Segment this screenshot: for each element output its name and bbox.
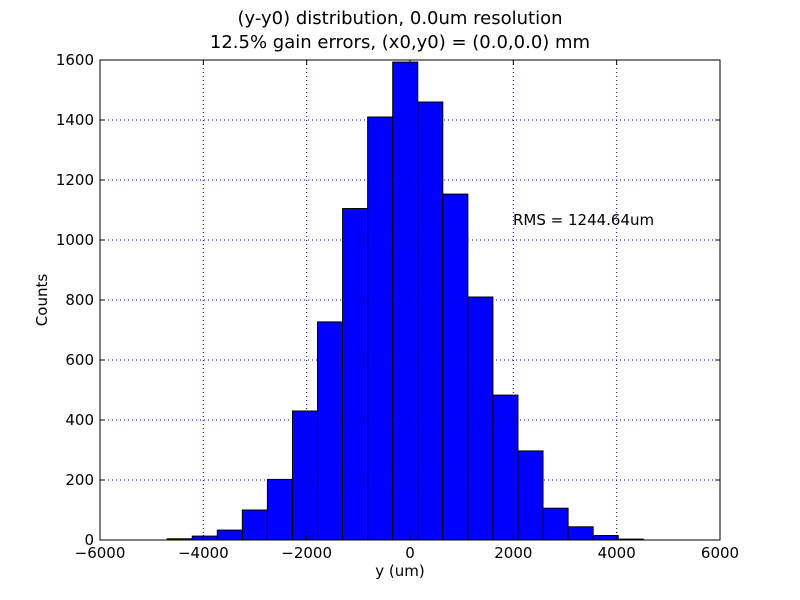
x-tick-label: −4000 xyxy=(178,544,229,562)
histogram-bar xyxy=(417,101,444,541)
x-tick-label: 2000 xyxy=(494,544,532,562)
y-tick-label: 200 xyxy=(65,471,94,489)
y-tick-label: 1600 xyxy=(56,51,94,69)
x-tick-label: 0 xyxy=(405,544,415,562)
histogram-bar xyxy=(367,116,394,541)
y-tick-label: 800 xyxy=(65,291,94,309)
histogram-bar xyxy=(291,410,319,541)
y-tick-label: 1200 xyxy=(56,171,94,189)
y-tick-label: 1400 xyxy=(56,111,94,129)
y-tick-label: 1000 xyxy=(56,231,94,249)
histogram-bar xyxy=(241,509,268,541)
histogram-bar xyxy=(216,529,243,541)
histogram-bar xyxy=(467,296,494,541)
x-tick-label: 6000 xyxy=(701,544,739,562)
histogram-bar xyxy=(317,321,344,541)
x-axis-label: y (um) xyxy=(375,562,425,580)
histogram-bar xyxy=(266,478,293,541)
rms-annotation: RMS = 1244.64um xyxy=(513,211,655,229)
chart-title-line1: (y-y0) distribution, 0.0um resolution xyxy=(237,8,563,29)
y-tick-label: 400 xyxy=(65,411,94,429)
histogram-bar xyxy=(492,394,519,541)
histogram-bar xyxy=(517,450,544,541)
chart-title-line2: 12.5% gain errors, (x0,y0) = (0.0,0.0) m… xyxy=(209,32,591,53)
histogram-bar xyxy=(592,535,619,541)
x-tick-label: −6000 xyxy=(75,544,126,562)
y-tick-label: 600 xyxy=(65,351,94,369)
histogram-bar xyxy=(567,526,594,541)
x-tick-label: 4000 xyxy=(598,544,636,562)
y-axis-label: Counts xyxy=(33,273,51,327)
x-tick-label: −2000 xyxy=(281,544,332,562)
y-tick-label: 0 xyxy=(84,531,94,549)
histogram-bar xyxy=(191,535,218,541)
histogram-bar xyxy=(542,507,569,541)
histogram-bar xyxy=(342,208,369,541)
histogram-bar xyxy=(392,61,419,541)
histogram-bar xyxy=(442,193,469,541)
